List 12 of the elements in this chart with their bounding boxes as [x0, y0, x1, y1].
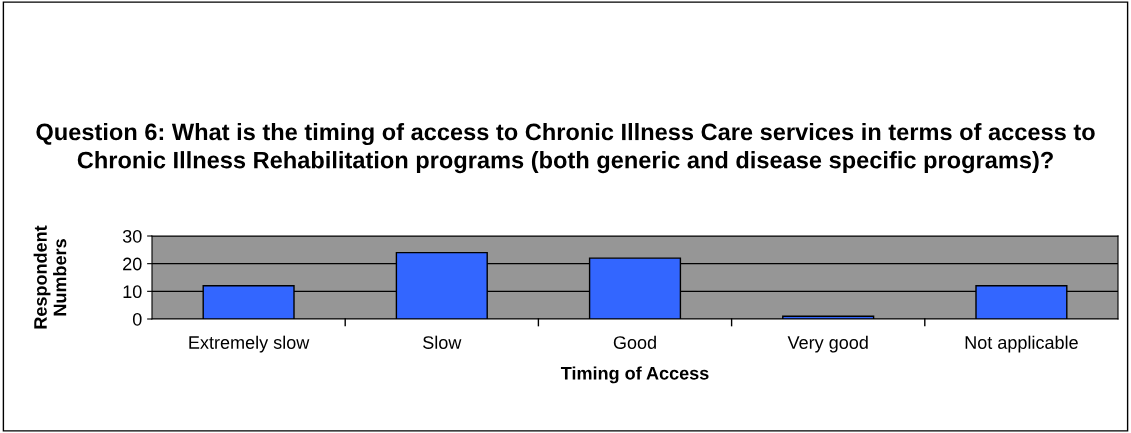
- x-axis-title: Timing of Access: [560, 366, 709, 384]
- x-tick-label: Very good: [787, 335, 868, 353]
- y-tick-label: 0: [132, 312, 142, 326]
- x-tick-label: Extremely slow: [189, 335, 310, 353]
- x-tick-label: Good: [613, 335, 656, 349]
- x-tick-label: Not applicable: [965, 335, 1078, 353]
- x-tick-label: Slow: [423, 335, 462, 349]
- y-tick-label: 20: [123, 257, 142, 271]
- y-axis-title: Respondent Numbers: [33, 225, 67, 329]
- chart-title: Question 6: What is the timing of access to Chronic Illness Care services in terms of access to Chronic Illness Rehabilitation programs (both generic and disease specific programs)?: [36, 122, 1095, 174]
- y-tick-label: 30: [122, 229, 142, 243]
- y-tick-label: 10: [123, 285, 142, 299]
